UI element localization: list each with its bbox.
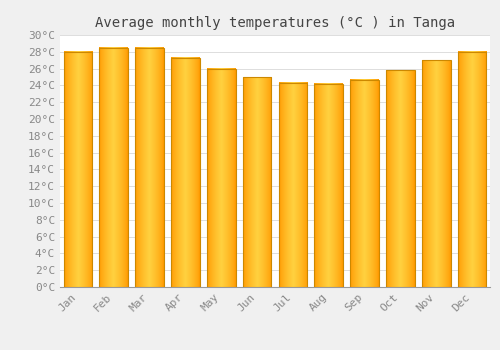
Bar — [64, 52, 92, 287]
Bar — [458, 52, 486, 287]
Bar — [207, 69, 236, 287]
Bar — [422, 60, 450, 287]
Title: Average monthly temperatures (°C ) in Tanga: Average monthly temperatures (°C ) in Ta… — [95, 16, 455, 30]
Bar — [350, 79, 379, 287]
Bar — [314, 84, 343, 287]
Bar — [386, 70, 414, 287]
Bar — [100, 48, 128, 287]
Bar — [171, 58, 200, 287]
Bar — [135, 48, 164, 287]
Bar — [278, 83, 307, 287]
Bar — [242, 77, 272, 287]
